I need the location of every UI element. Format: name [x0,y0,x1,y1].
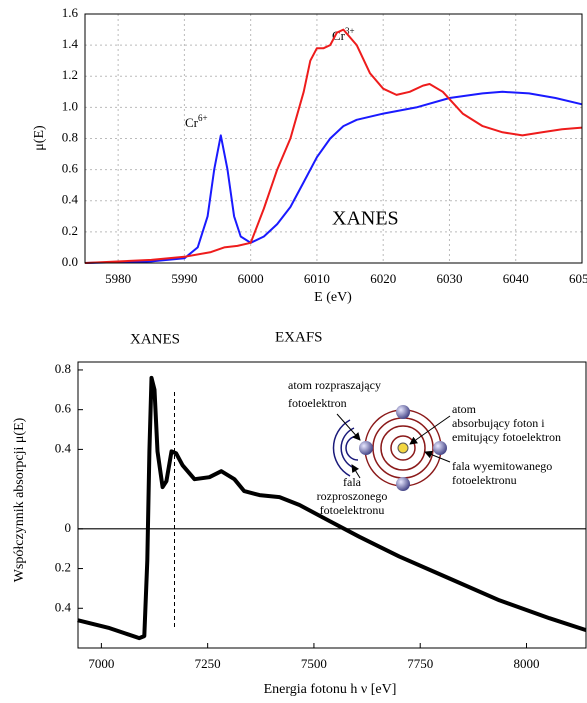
diagram [332,405,451,491]
y-tick-label: 0.8 [55,361,71,376]
diagram-label: fala wyemitowanego [452,459,552,473]
diagram-label: atom [452,402,477,416]
diagram-label: fala [343,475,362,489]
x-tick-label: 6020 [370,271,396,286]
y-tick-label: 0.2 [62,223,78,238]
line [84,28,583,264]
y-tick-label: 0.4 [62,192,79,207]
x-axis-label: Energia fotonu h ν [eV] [264,682,397,697]
line [77,375,587,641]
x-tick-label: 7750 [407,656,433,671]
y-tick-label: 1.6 [62,5,79,20]
annotation: XANES [332,208,399,230]
line [84,90,583,264]
x-tick-label: 5980 [105,271,131,286]
x-tick-label: 6040 [503,271,529,286]
diagram-label: emitujący fotoelektron [452,430,561,444]
x-tick-label: 7500 [301,656,327,671]
diagram-label: rozproszonego [317,489,388,503]
x-tick-label: 7250 [195,656,221,671]
x-tick-label: 6030 [436,271,462,286]
y-tick-label: 0.6 [55,401,72,416]
x-tick-label: 8000 [513,656,539,671]
y-tick-label: 1.0 [62,98,78,113]
y-tick-label: 0.2 [55,560,71,575]
y-tick-label: 0.6 [62,161,79,176]
annotation: EXAFS [275,329,323,345]
y-axis-label: Współczynnik absorpcji μ(E) [12,417,27,582]
diagram-label: atom rozpraszający [288,378,381,392]
y-tick-label: 0.4 [55,599,72,614]
diagram-label: absorbujący foton i [452,416,545,430]
diagram-label: fotoelektronu [320,503,385,517]
diagram-label: fotoelektronu [452,473,517,487]
diagram-label: fotoelektron [288,396,347,410]
annotation: Cr3+ [332,26,355,43]
y-axis-label: μ(E) [32,125,47,151]
annotation: Cr6+ [185,113,208,130]
y-tick-label: 1.2 [62,67,78,82]
x-axis-label: E (eV) [314,290,352,305]
x-tick-label: 5990 [171,271,197,286]
plot-frame [77,361,587,649]
y-tick-label: 0.8 [62,129,78,144]
y-tick-label: 0.4 [55,440,72,455]
x-tick-label: 7000 [88,656,114,671]
plot-frame [84,13,583,264]
y-tick-label: 1.4 [62,36,79,51]
y-tick-label: 0.0 [62,254,78,269]
x-tick-label: 6010 [304,271,330,286]
annotation: XANES [130,331,180,347]
y-tick-label: 0 [65,520,72,535]
x-tick-label: 6000 [238,271,264,286]
